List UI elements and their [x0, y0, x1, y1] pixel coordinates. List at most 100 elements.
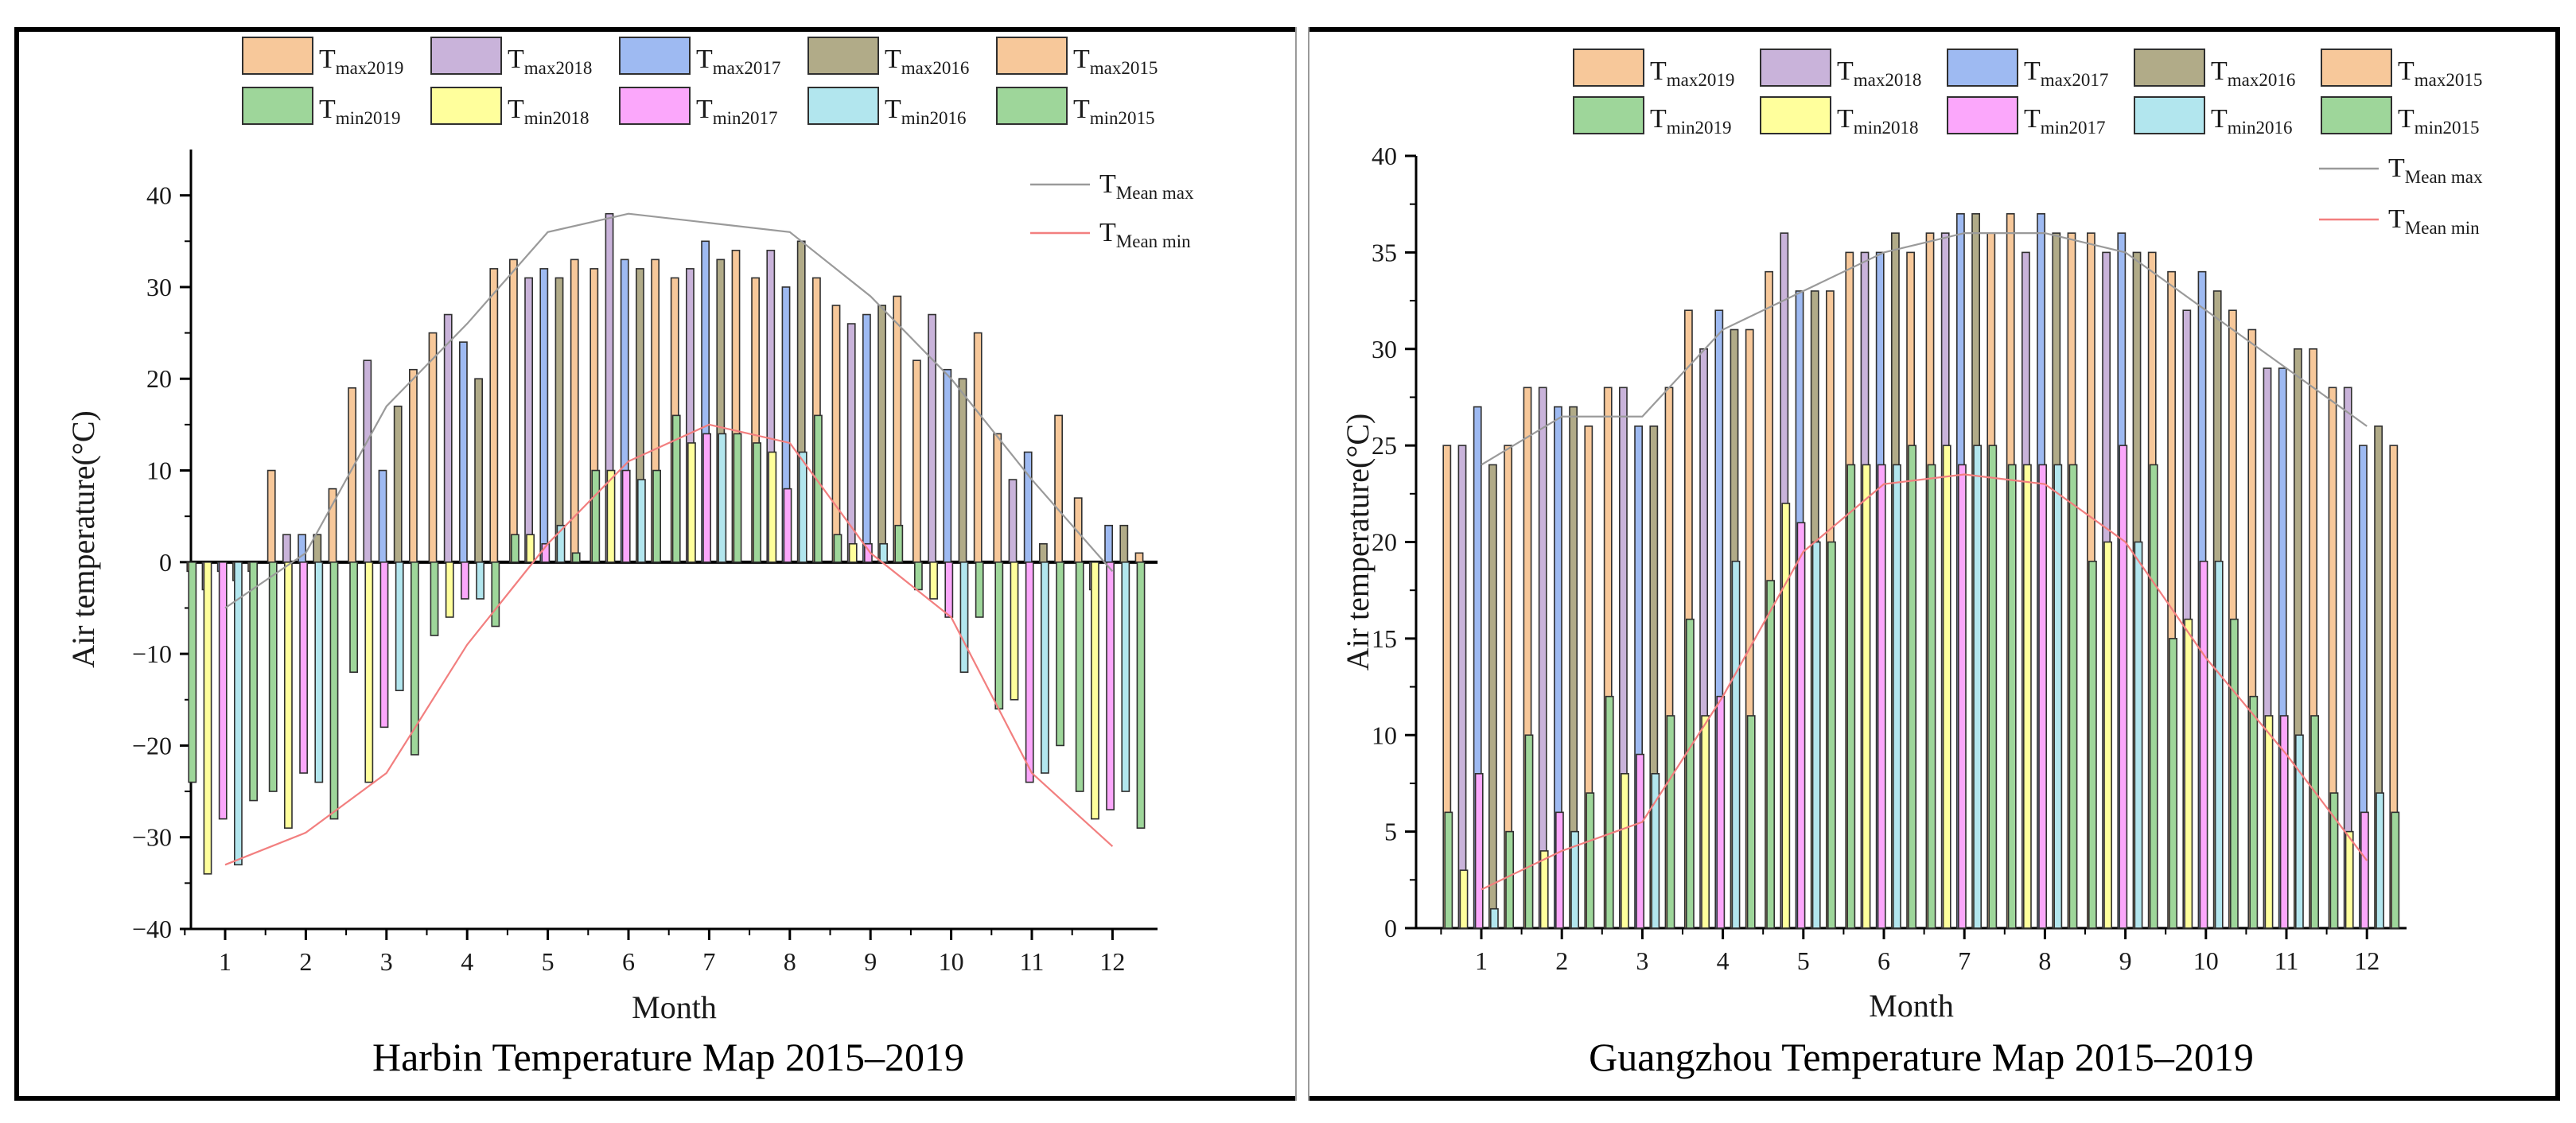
- guangzhou-legend-line-label-main: T: [2388, 153, 2405, 183]
- harbin-bar-tmin2018-m4: [445, 562, 454, 618]
- guangzhou-x-tick-label: 1: [1475, 946, 1488, 975]
- guangzhou-bar-tmin2016-m5: [1811, 541, 1821, 929]
- guangzhou-legend-label-sub: min2016: [2228, 118, 2293, 138]
- harbin-bar-tmin2019-m9: [833, 534, 842, 563]
- guangzhou-legend-label-sub: max2016: [2228, 70, 2296, 90]
- harbin-bar-tmax2015-m12: [1134, 552, 1144, 563]
- guangzhou-bar-tmin2015-m9: [2149, 464, 2158, 929]
- harbin-bar-tmin2017-m8: [783, 488, 792, 563]
- guangzhou-legend-label-tmax2017: Tmax2017: [2024, 56, 2108, 90]
- guangzhou-legend-line-label-sub: Mean max: [2405, 167, 2483, 187]
- guangzhou-bar-tmin2017-m12: [2360, 811, 2369, 929]
- harbin-legend-label-main: T: [885, 95, 901, 124]
- guangzhou-x-axis-title: Month: [1869, 988, 1954, 1024]
- guangzhou-bar-tmax2018-m2: [1538, 387, 1547, 929]
- harbin-bar-tmax2017-m4: [458, 341, 468, 563]
- harbin-bar-tmin2019-m4: [430, 562, 439, 636]
- harbin-bar-tmin2017-m11: [1025, 562, 1034, 783]
- harbin-bar-tmax2016-m12: [1119, 524, 1129, 563]
- harbin-bar-tmin2019-m7: [671, 414, 681, 563]
- harbin-bar-tmax2016-m2: [313, 534, 322, 563]
- harbin-legend-label-tmin2017: Tmin2017: [696, 95, 778, 128]
- harbin-bar-tmin2018-m6: [606, 469, 616, 563]
- harbin-bar-tmin2016-m3: [395, 562, 404, 692]
- harbin-legend-label-main: T: [1073, 45, 1090, 74]
- harbin-bar-tmin2019-m6: [591, 469, 601, 563]
- harbin-x-tick-label: 6: [622, 947, 635, 976]
- guangzhou-y-tick-label: 40: [1372, 142, 1397, 170]
- guangzhou-legend-label-tmin2018: Tmin2018: [1837, 104, 1919, 138]
- guangzhou-bar-tmin2016-m3: [1651, 772, 1660, 929]
- guangzhou-bar-tmin2015-m1: [1505, 830, 1514, 929]
- harbin-bar-tmax2016-m9: [877, 305, 886, 563]
- harbin-bar-tmax2017-m3: [378, 469, 387, 563]
- harbin-legend-label-sub: min2017: [713, 108, 778, 128]
- harbin-legend-label-sub: max2017: [713, 58, 781, 78]
- guangzhou-bar-tmin2018-m11: [2264, 715, 2274, 929]
- guangzhou-legend-swatch-tmin2017: [1947, 96, 2018, 134]
- harbin-legend-label-main: T: [696, 95, 713, 124]
- guangzhou-legend-line-label-meanmin: TMean min: [2388, 204, 2480, 238]
- harbin-bar-tmax2018-m5: [524, 277, 533, 563]
- guangzhou-legend-label-main: T: [1837, 104, 1854, 134]
- harbin-bar-tmax2018-m2: [282, 534, 291, 563]
- guangzhou-bar-tmin2019-m11: [2249, 695, 2259, 929]
- guangzhou-y-tick-label: 15: [1372, 624, 1397, 653]
- guangzhou-bar-tmin2015-m6: [1908, 445, 1916, 929]
- guangzhou-bar-tmin2017-m1: [1474, 772, 1484, 929]
- guangzhou-legend-label-tmin2016: Tmin2016: [2211, 104, 2293, 138]
- harbin-bar-tmin2019-m8: [753, 442, 761, 563]
- harbin-bar-tmin2018-m9: [848, 542, 858, 563]
- harbin-y-tick-label: 10: [146, 457, 172, 485]
- guangzhou-legend-swatch-tmin2018: [1760, 96, 1831, 134]
- guangzhou-legend-swatch-tmax2015: [2321, 49, 2392, 87]
- harbin-bar-tmin2016-m5: [556, 524, 566, 563]
- guangzhou-legend-label-main: T: [1650, 56, 1667, 86]
- harbin-legend-swatch-tmax2016: [807, 37, 879, 75]
- guangzhou-legend-label-tmin2015: Tmin2015: [2398, 104, 2480, 138]
- harbin-bar-tmax2017-m12: [1104, 524, 1113, 563]
- guangzhou-bar-tmin2018-m7: [1942, 445, 1951, 929]
- guangzhou-bar-tmin2019-m7: [1927, 464, 1936, 929]
- guangzhou-bar-tmin2018-m6: [1862, 464, 1871, 929]
- harbin-bar-tmin2015-m6: [652, 469, 661, 563]
- harbin-legend-label-tmin2018: Tmin2018: [508, 95, 590, 128]
- guangzhou-bar-tmin2017-m3: [1636, 753, 1644, 929]
- harbin-bar-tmin2019-m3: [349, 562, 358, 673]
- harbin-bar-tmin2018-m8: [768, 451, 777, 563]
- harbin-bar-tmin2017-m4: [460, 562, 469, 600]
- guangzhou-bar-tmin2018-m2: [1539, 850, 1549, 929]
- guangzhou-bar-tmin2018-m3: [1620, 772, 1629, 929]
- harbin-bar-tmin2019-m11: [994, 562, 1004, 710]
- harbin-bar-tmin2017-m1: [218, 562, 228, 820]
- guangzhou-x-tick-label: 8: [2038, 946, 2051, 975]
- harbin-bar-tmin2015-m11: [1056, 562, 1064, 747]
- guangzhou-legend-label-sub: max2018: [1854, 70, 1922, 90]
- harbin-bar-tmin2016-m8: [798, 451, 807, 563]
- harbin-bar-tmax2018-m3: [363, 359, 372, 563]
- harbin-bar-tmin2019-m2: [268, 562, 278, 792]
- harbin-mean-min-line: [224, 423, 1114, 866]
- harbin-legend-swatch-tmax2018: [430, 37, 502, 75]
- harbin-bar-tmax2019-m9: [831, 305, 841, 563]
- guangzhou-legend-label-main: T: [1837, 56, 1854, 86]
- harbin-legend-label-main: T: [696, 45, 713, 74]
- harbin-bar-tmin2015-m8: [813, 414, 823, 563]
- harbin-bar-tmin2017-m6: [621, 469, 631, 563]
- guangzhou-y-tick-label: 20: [1372, 528, 1397, 557]
- guangzhou-bar-tmin2015-m11: [2310, 715, 2319, 929]
- guangzhou-bar-tmax2016-m1: [1488, 464, 1497, 929]
- harbin-bar-tmax2017-m10: [943, 368, 952, 563]
- harbin-bar-tmax2017-m11: [1023, 451, 1033, 563]
- harbin-bar-tmin2017-m7: [702, 433, 711, 563]
- guangzhou-bar-tmin2017-m10: [2199, 560, 2208, 929]
- harbin-legend-line-label-sub: Mean min: [1116, 231, 1191, 251]
- guangzhou-legend-swatch-tmax2018: [1760, 49, 1831, 87]
- harbin-bar-tmax2015-m4: [489, 268, 499, 563]
- harbin-bar-tmin2018-m3: [364, 562, 374, 783]
- guangzhou-bar-tmin2019-m1: [1444, 811, 1453, 929]
- harbin-bar-tmax2019-m10: [912, 359, 921, 563]
- guangzhou-bar-tmin2016-m10: [2214, 560, 2224, 929]
- guangzhou-x-tick-label: 3: [1636, 946, 1648, 975]
- guangzhou-legend-label-main: T: [2211, 56, 2228, 86]
